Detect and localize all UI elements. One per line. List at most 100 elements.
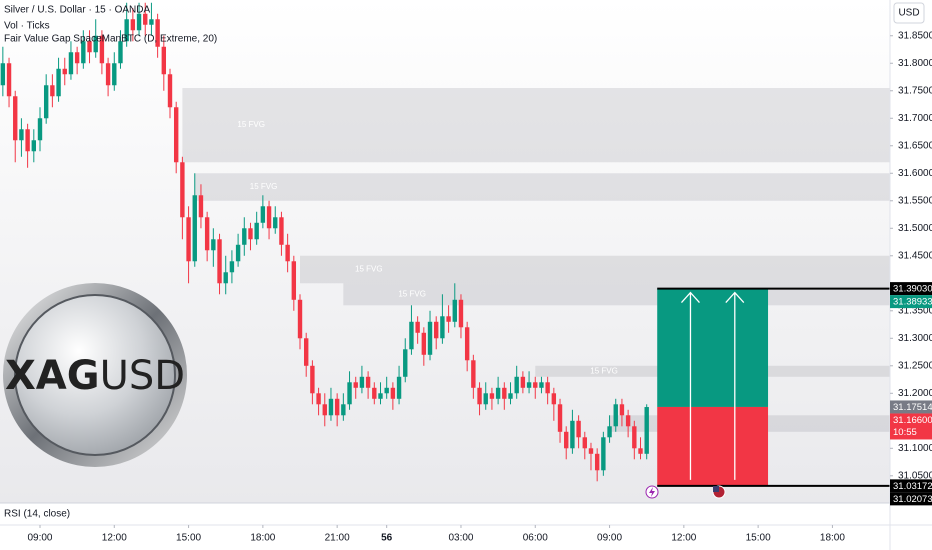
logo-bold: XAG <box>5 353 100 399</box>
candle-body <box>514 376 519 394</box>
price-label: 31.17514 <box>893 402 932 413</box>
candle-body <box>378 393 383 399</box>
candle-body <box>93 35 98 53</box>
candle-body <box>25 129 30 152</box>
candle-body <box>396 376 402 399</box>
candle-body <box>384 387 389 394</box>
y-tick-label: 31.05000 <box>898 470 932 481</box>
fvg-label: 15 FVG <box>237 120 265 129</box>
x-tick-label: 09:00 <box>597 533 622 544</box>
x-tick-label: 03:00 <box>448 533 473 544</box>
y-tick-label: 31.55000 <box>898 195 932 206</box>
candle-body <box>143 13 148 25</box>
fvg-zone <box>182 88 891 163</box>
x-tick-label: 12:00 <box>102 533 127 544</box>
candle-body <box>434 321 439 339</box>
candle-body <box>310 365 315 394</box>
candle-body <box>570 420 575 449</box>
candle-body <box>440 316 445 339</box>
candle-body <box>180 162 185 218</box>
candle-body <box>43 85 49 119</box>
candle-body <box>483 393 488 405</box>
y-tick-label: 31.65000 <box>898 140 932 151</box>
candle-body <box>192 195 197 262</box>
candle-body <box>347 382 352 405</box>
price-label: 31.38933 <box>893 297 932 308</box>
candle-body <box>273 217 278 229</box>
candle-body <box>87 41 92 53</box>
candle-body <box>13 96 18 141</box>
x-tick-label: 18:00 <box>250 533 275 544</box>
candle-body <box>155 19 160 47</box>
y-tick-label: 31.75000 <box>898 85 932 96</box>
candle-body <box>118 41 123 64</box>
countdown: 10:55 <box>893 427 917 438</box>
candle-body <box>81 41 86 64</box>
price-label: 31.03172 <box>893 481 932 492</box>
candle-body <box>576 420 581 438</box>
fvg-zone <box>194 173 890 201</box>
candle-body <box>533 382 538 388</box>
candle-body <box>334 398 340 416</box>
y-tick-label: 31.80000 <box>898 58 932 69</box>
price-label-bg <box>890 479 932 493</box>
price-label-bg <box>890 400 932 414</box>
candle-body <box>285 244 290 262</box>
x-tick-label: 56 <box>381 533 393 544</box>
candle-body <box>217 239 222 284</box>
candle-body <box>613 404 618 427</box>
x-tick-label: 18:00 <box>820 533 845 544</box>
price-label: 31.39030 <box>893 284 932 295</box>
candle-body <box>136 13 142 31</box>
candle-body <box>588 448 594 454</box>
price-label-bg <box>890 295 932 309</box>
fvg-label: 15 FVG <box>590 366 618 375</box>
candle-body <box>489 393 495 399</box>
candle-body <box>37 118 43 141</box>
candle-body <box>638 448 643 454</box>
candle-body <box>74 52 80 64</box>
y-tick-label: 31.45000 <box>898 250 932 261</box>
candle-body <box>223 272 228 284</box>
indicator-legend: Fair Value Gap SpaceManBTC (D, Extreme, … <box>4 34 217 45</box>
candle-body <box>415 321 420 333</box>
candle-body <box>545 382 550 394</box>
candle-body <box>372 387 377 399</box>
logo: XAGUSD <box>3 283 187 467</box>
candle-body <box>520 376 526 388</box>
candle-body <box>50 85 55 97</box>
y-tick-label: 31.30000 <box>898 333 932 344</box>
currency-label[interactable]: USD <box>898 8 919 19</box>
arrow <box>725 291 745 480</box>
candle-body <box>167 74 173 108</box>
logo-text: XAGUSD <box>5 353 185 399</box>
x-tick-label: 21:00 <box>325 533 350 544</box>
fvg-label: 15 FVG <box>398 289 426 298</box>
candle-body <box>204 217 210 251</box>
x-tick-label: 06:00 <box>523 533 548 544</box>
candle-body <box>458 299 464 328</box>
currency-button[interactable] <box>893 2 925 24</box>
candle-body <box>186 217 191 262</box>
candle-body <box>557 404 563 432</box>
candle-body <box>495 387 501 399</box>
candle-body <box>502 387 507 399</box>
candle-body <box>149 19 154 25</box>
flag-canton <box>713 486 719 492</box>
candle-body <box>477 387 482 405</box>
candle-body <box>564 431 569 449</box>
x-tick-label: 09:00 <box>27 533 52 544</box>
candle-body <box>409 321 414 350</box>
candle-body <box>508 393 513 399</box>
candle-body <box>359 376 365 388</box>
candle-body <box>99 35 105 64</box>
price-label-bg <box>890 492 932 506</box>
candle-body <box>6 63 12 97</box>
price-label-bg <box>890 282 932 296</box>
candle-body <box>471 360 476 388</box>
candle-body <box>403 349 408 377</box>
candle-body <box>607 426 612 438</box>
x-tick-label: 15:00 <box>746 533 771 544</box>
